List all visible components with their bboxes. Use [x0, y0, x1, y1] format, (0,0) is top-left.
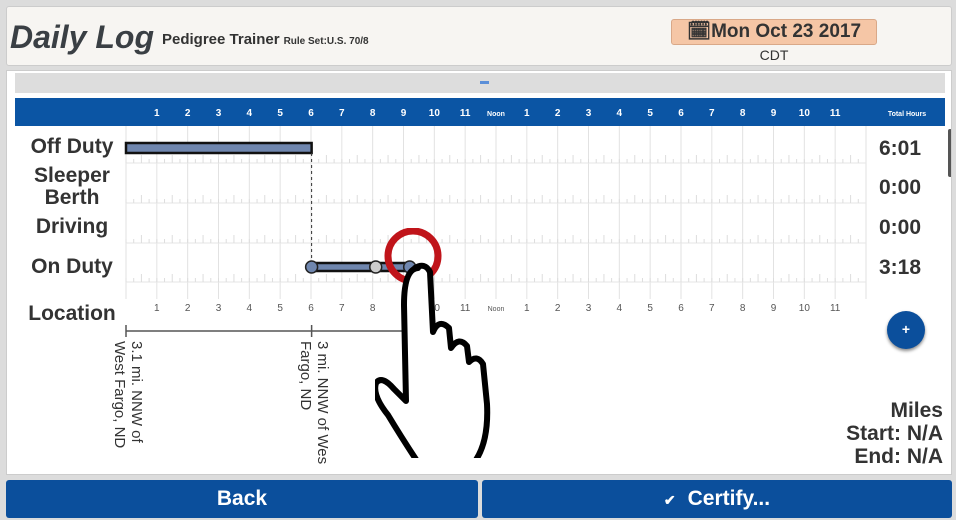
location-text: 3.1 mi. NNW of West Fargo, ND	[111, 341, 145, 449]
segment-handle-mid	[369, 260, 383, 274]
certify-button[interactable]: ✔ Certify...	[482, 480, 952, 518]
row-label-off-duty: Off Duty	[30, 135, 114, 158]
driver-label: Pedigree Trainer	[162, 31, 280, 48]
hour-label-bottom: 2	[555, 303, 561, 314]
add-event-button[interactable]: +	[887, 311, 925, 349]
hour-label: 2	[555, 108, 561, 119]
hour-label-bottom: 2	[185, 303, 191, 314]
segment-handle-start	[304, 260, 319, 274]
shield-check-icon: ✔	[663, 492, 676, 508]
row-label-sleeper: Sleeper Berth	[34, 164, 110, 209]
hour-label-bottom: 4	[247, 303, 253, 314]
hour-label: 3	[586, 108, 592, 119]
driver-name: Pedigree Trainer Rule Set:U.S. 70/8	[162, 31, 369, 48]
hour-label: 5	[647, 108, 653, 119]
hour-label: 4	[247, 108, 253, 119]
hour-label: 10	[429, 108, 441, 119]
hour-label: 9	[771, 108, 777, 119]
hour-label: 5	[277, 108, 283, 119]
scrollbar[interactable]	[948, 129, 951, 177]
calendar-icon: 🗓︎	[686, 21, 712, 42]
hour-label-bottom: 6	[308, 303, 314, 314]
hour-label-bottom: 3	[216, 303, 222, 314]
ruleset-label: Rule Set:U.S. 70/8	[283, 36, 369, 47]
hour-label-bottom: 9	[771, 303, 777, 314]
header-bar: Daily Log Pedigree Trainer Rule Set:U.S. …	[6, 6, 952, 66]
total-sleeper: 0:00	[879, 176, 922, 199]
hour-label-bottom: 5	[277, 303, 283, 314]
miles-start: Start: N/A	[846, 422, 943, 445]
hour-label-bottom: 7	[709, 303, 715, 314]
hour-label: 11	[460, 108, 471, 119]
tap-hand-cursor-icon	[372, 227, 505, 473]
hour-label-bottom: 1	[154, 303, 160, 314]
total-driving: 0:00	[879, 216, 922, 239]
hour-label: 7	[709, 108, 715, 119]
back-button[interactable]: Back	[6, 480, 478, 518]
hour-label-bottom: Noon	[488, 306, 505, 313]
miles-title: Miles	[890, 399, 943, 422]
hour-label: 1	[154, 108, 160, 119]
hour-label-bottom: 10	[799, 303, 811, 314]
total-off-duty: 6:01	[879, 137, 922, 160]
hour-label-bottom: 8	[740, 303, 746, 314]
hour-label-bottom: 3	[586, 303, 592, 314]
total-on-duty: 3:18	[879, 256, 922, 279]
drag-handle[interactable]	[15, 73, 945, 93]
date-picker-button[interactable]: 🗓︎Mon Oct 23 2017	[671, 19, 877, 45]
hour-label: 1	[524, 108, 530, 119]
hour-label: Noon	[487, 111, 505, 118]
log-grid[interactable]: 11223344556677889910101111NoonNoon112233…	[7, 71, 952, 475]
page-title: Daily Log	[10, 19, 155, 55]
miles-end: End: N/A	[854, 445, 943, 468]
segment-off-duty	[124, 141, 313, 155]
hour-label: 6	[308, 108, 314, 119]
miles-summary: Miles Start: N/A End: N/A	[846, 399, 943, 468]
hour-label-bottom: 5	[647, 303, 653, 314]
hour-label: 2	[185, 108, 191, 119]
hour-label-bottom: 7	[339, 303, 345, 314]
hour-label-bottom: 1	[524, 303, 530, 314]
hour-label: 8	[370, 108, 376, 119]
grip-icon	[480, 81, 489, 84]
grid-header	[15, 98, 945, 126]
row-label-driving: Driving	[35, 215, 109, 238]
hour-label: 10	[799, 108, 811, 119]
hour-label: 8	[740, 108, 746, 119]
location-text: 3 mi. NNW of Wes Fargo, ND	[297, 341, 331, 465]
hour-label: 9	[401, 108, 407, 119]
total-hours-header: Total Hours	[888, 111, 926, 118]
hour-label-bottom: 6	[678, 303, 684, 314]
hour-label: 6	[678, 108, 684, 119]
hour-label-bottom: 4	[617, 303, 623, 314]
hour-label: 7	[339, 108, 345, 119]
hour-label-bottom: 8	[370, 303, 376, 314]
hour-label: 3	[216, 108, 222, 119]
timezone-label: CDT	[759, 47, 789, 63]
row-label-on-duty: On Duty	[31, 255, 113, 278]
hour-label: 4	[617, 108, 623, 119]
hour-label-bottom: 11	[830, 303, 841, 314]
hour-label-bottom: 11	[460, 303, 471, 314]
hour-label: 11	[830, 108, 841, 119]
location-label: Location	[28, 302, 116, 325]
certify-label: Certify...	[687, 487, 771, 510]
date-label: Mon Oct 23 2017	[711, 21, 862, 42]
